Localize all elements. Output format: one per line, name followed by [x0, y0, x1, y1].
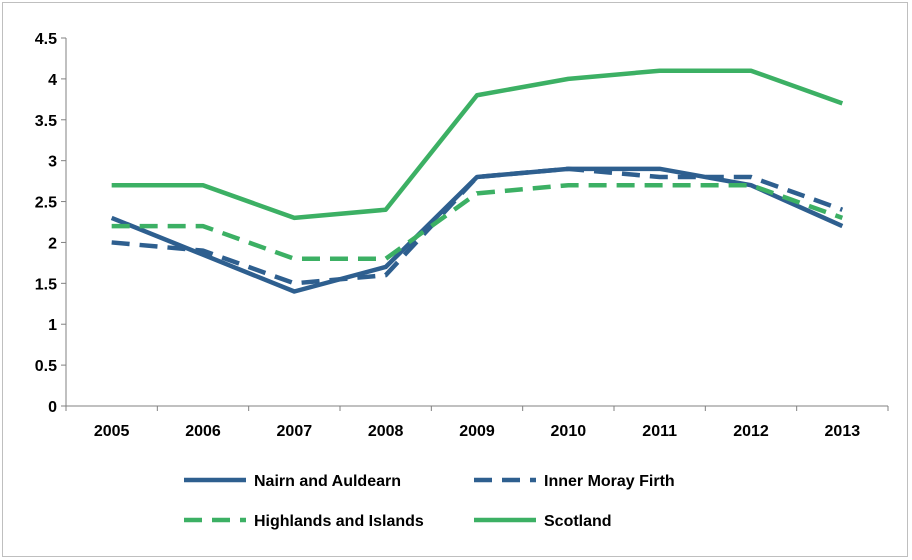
y-tick-label: 2.5 [35, 195, 57, 212]
x-tick-label: 2005 [94, 423, 130, 440]
x-tick-label: 2006 [185, 423, 221, 440]
x-tick-label: 2013 [825, 423, 861, 440]
x-tick-label: 2008 [368, 423, 404, 440]
y-tick-label: 3 [48, 154, 57, 171]
series-line-nairn-and-auldearn [110, 166, 844, 294]
y-tick-label: 4 [48, 72, 57, 89]
x-tick-label: 2011 [642, 423, 677, 440]
legend-label-nairn-and-auldearn: Nairn and Auldearn [254, 473, 401, 490]
x-tick-label: 2009 [459, 423, 495, 440]
y-tick-label: 0.5 [35, 358, 57, 375]
x-tick-label: 2012 [733, 423, 769, 440]
series-line-highlands-and-islands [111, 182, 844, 262]
y-tick-label: 3.5 [35, 113, 57, 130]
y-tick-label: 2 [48, 235, 57, 252]
y-tick-label: 1.5 [35, 276, 57, 293]
series-line-inner-moray-firth [111, 166, 844, 286]
x-tick-label: 2007 [277, 423, 313, 440]
y-tick-label: 0 [48, 399, 57, 416]
legend-label-inner-moray-firth: Inner Moray Firth [544, 473, 675, 490]
legend-label-highlands-and-islands: Highlands and Islands [254, 513, 424, 530]
legend-label-scotland: Scotland [544, 513, 612, 530]
x-tick-label: 2010 [551, 423, 587, 440]
y-tick-label: 4.5 [35, 31, 57, 48]
y-tick-label: 1 [48, 317, 57, 334]
series-line-scotland [111, 68, 844, 221]
